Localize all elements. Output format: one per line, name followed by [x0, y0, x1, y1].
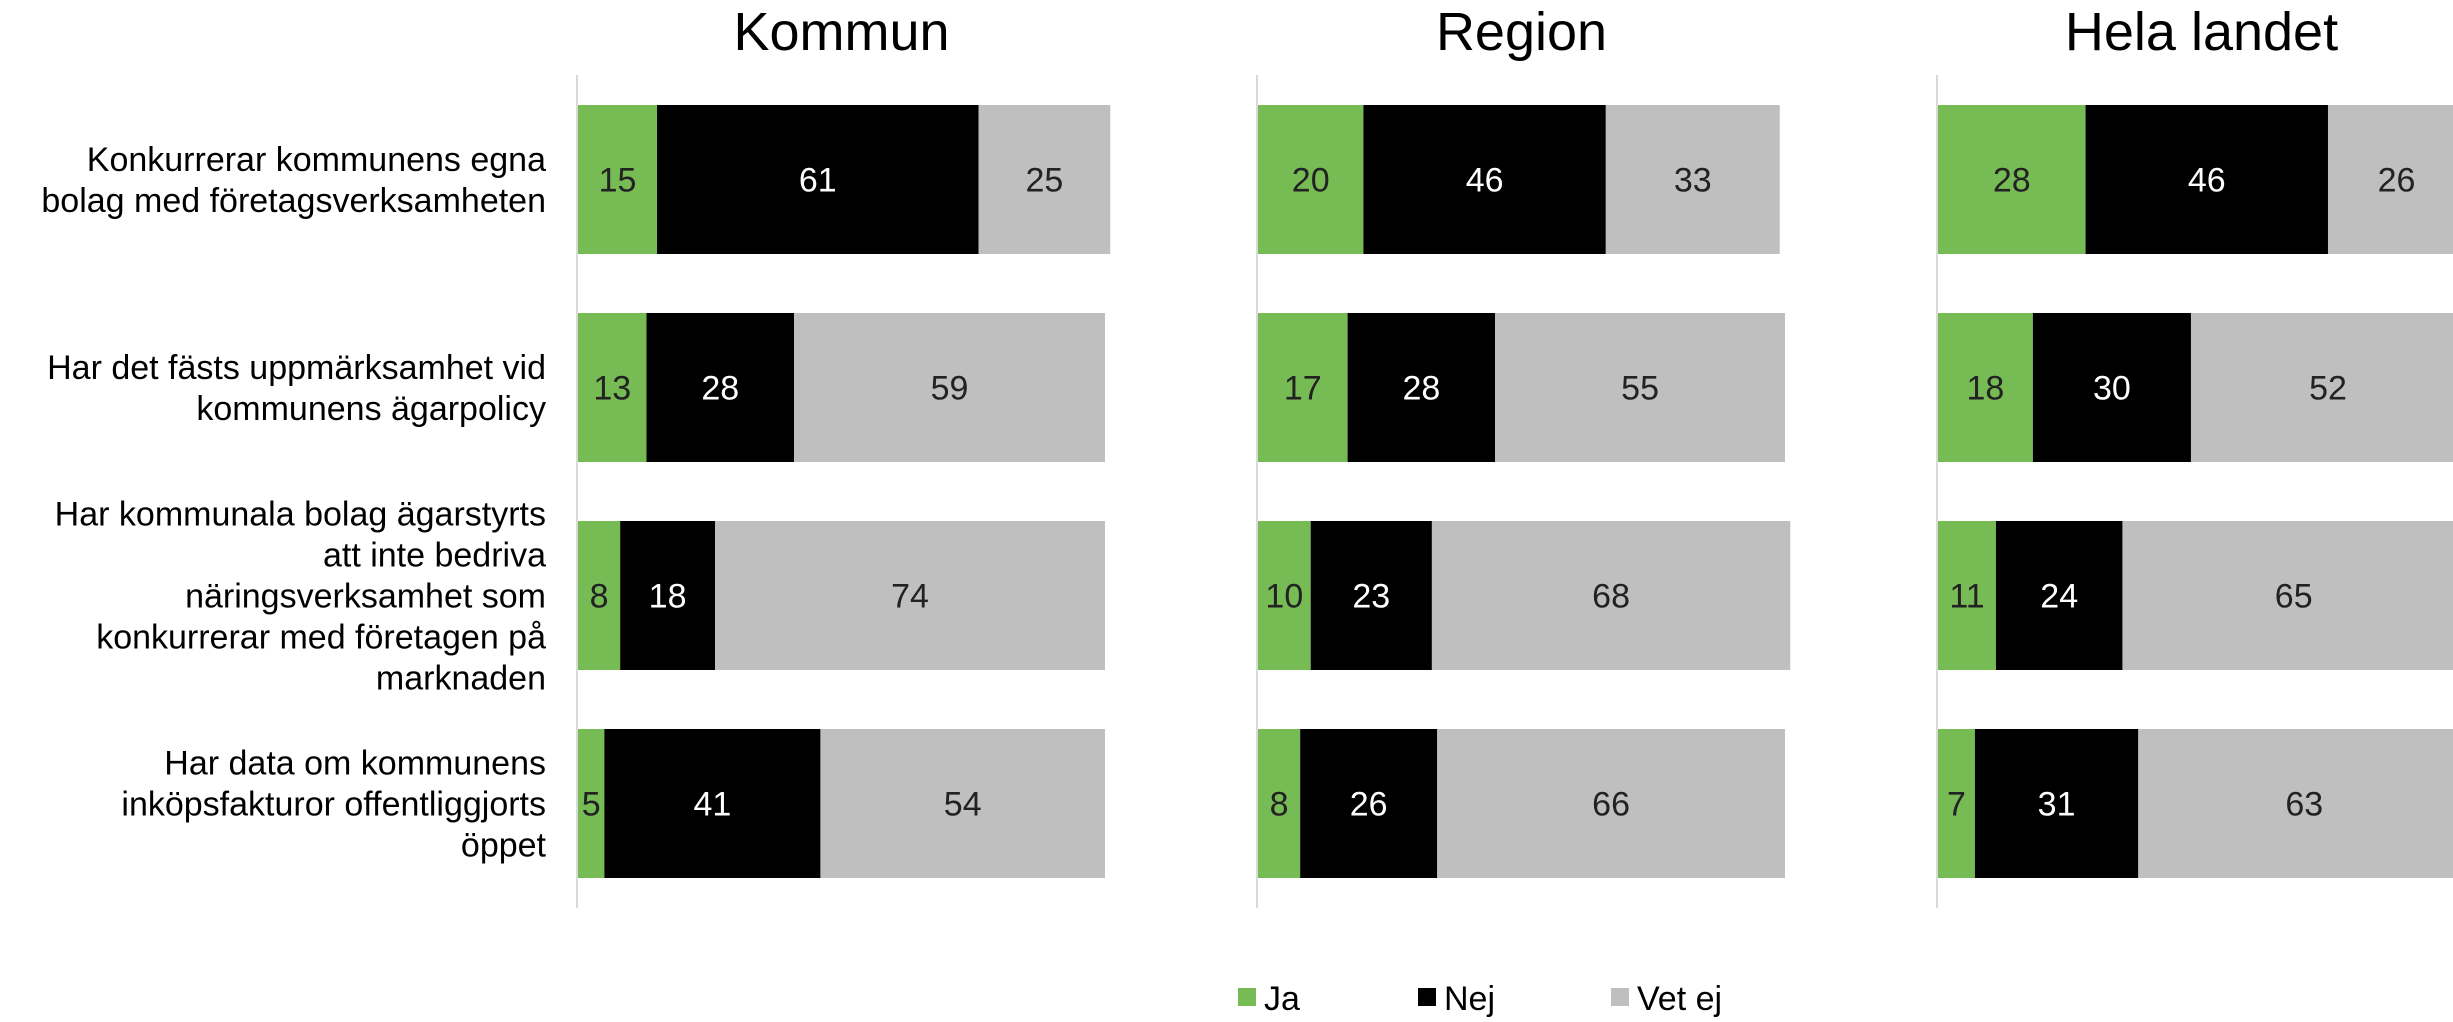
data-label: 20	[1292, 162, 1330, 200]
bar-segment	[1347, 313, 1496, 462]
bar-segment	[1363, 105, 1606, 254]
data-label: 8	[1270, 786, 1289, 824]
legend-label: Nej	[1444, 980, 1495, 1017]
data-label: 17	[1284, 370, 1322, 408]
bar-segment	[657, 105, 979, 254]
bar-segment	[1938, 313, 2033, 462]
panel-title: Kommun	[733, 2, 949, 62]
panel-title: Region	[1436, 2, 1607, 62]
data-label: 33	[1674, 162, 1712, 200]
data-label: 8	[590, 578, 609, 616]
panel-title: Hela landet	[2065, 2, 2338, 62]
bar-segment	[1431, 521, 1791, 670]
category-label: inköpsfakturor offentliggjorts	[121, 786, 546, 824]
data-label: 11	[1949, 578, 1984, 616]
data-label: 54	[944, 786, 982, 824]
data-label: 26	[2378, 162, 2416, 200]
data-label: 46	[1466, 162, 1504, 200]
bar-segment	[578, 105, 658, 254]
data-label: 28	[701, 370, 739, 408]
data-label: 18	[1967, 370, 2005, 408]
bar-segment	[1437, 729, 1785, 878]
category-label: marknaden	[376, 660, 546, 698]
bar-segment	[1938, 105, 2086, 254]
data-label: 63	[2285, 786, 2323, 824]
data-label: 55	[1621, 370, 1659, 408]
bar-segment	[1300, 729, 1438, 878]
category-label: konkurrerar med företagen på	[96, 619, 546, 657]
bar-segment	[578, 729, 605, 878]
bar-segment	[578, 313, 647, 462]
bar-segment	[978, 105, 1111, 254]
bar-segment	[2032, 313, 2191, 462]
bar-segment	[1605, 105, 1780, 254]
data-label: 10	[1265, 578, 1303, 616]
bar-segment	[1938, 729, 1975, 878]
data-label: 28	[1993, 162, 2031, 200]
bar-segment	[1995, 521, 2123, 670]
category-label: näringsverksamhet som	[185, 578, 546, 616]
data-label: 15	[599, 162, 637, 200]
category-label: Konkurrerar kommunens egna	[87, 141, 546, 179]
bar-segment	[820, 729, 1105, 878]
data-label: 7	[1947, 786, 1966, 824]
bar-segment	[1938, 521, 1996, 670]
bar-segment	[715, 521, 1105, 670]
data-label: 30	[2093, 370, 2131, 408]
bar-segment	[2085, 105, 2328, 254]
bar-segment	[2190, 313, 2453, 462]
bar-segment	[1258, 105, 1364, 254]
bar-segment	[1258, 521, 1311, 670]
data-label: 59	[931, 370, 969, 408]
category-label: kommunens ägarpolicy	[196, 390, 546, 428]
bar-segment	[2327, 105, 2453, 254]
category-label: bolag med företagsverksamheten	[41, 182, 546, 220]
bar-segment	[794, 313, 1105, 462]
bar-segment	[1495, 313, 1785, 462]
legend-swatch	[1418, 988, 1436, 1006]
data-label: 65	[2275, 578, 2313, 616]
data-label: 5	[582, 786, 601, 824]
bar-segment	[2122, 521, 2453, 670]
data-label: 31	[2038, 786, 2076, 824]
bar-segment	[578, 521, 621, 670]
data-label: 74	[891, 578, 929, 616]
bar-segment	[646, 313, 795, 462]
legend-label: Vet ej	[1637, 980, 1722, 1017]
category-label: Har kommunala bolag ägarstyrts	[55, 496, 546, 534]
data-label: 24	[2040, 578, 2078, 616]
legend-label: Ja	[1264, 980, 1300, 1017]
data-label: 61	[799, 162, 837, 200]
data-label: 25	[1025, 162, 1063, 200]
data-label: 66	[1592, 786, 1630, 824]
data-label: 46	[2188, 162, 2226, 200]
category-label: öppet	[461, 827, 547, 865]
category-label: Har data om kommunens	[164, 745, 546, 783]
legend-swatch	[1611, 988, 1629, 1006]
data-label: 28	[1402, 370, 1440, 408]
data-label: 13	[593, 370, 631, 408]
legend-swatch	[1238, 988, 1256, 1006]
data-label: 26	[1350, 786, 1388, 824]
data-label: 52	[2309, 370, 2347, 408]
bar-segment	[1258, 313, 1348, 462]
bar-segment	[1974, 729, 2139, 878]
bar-segment	[1258, 729, 1301, 878]
data-label: 23	[1352, 578, 1390, 616]
data-label: 68	[1592, 578, 1630, 616]
data-label: 18	[649, 578, 687, 616]
bar-segment	[620, 521, 716, 670]
bar-segment	[1310, 521, 1432, 670]
category-label: Har det fästs uppmärksamhet vid	[47, 349, 546, 387]
category-label: att inte bedriva	[323, 537, 546, 575]
bar-segment	[2138, 729, 2453, 878]
data-label: 41	[693, 786, 731, 824]
bar-segment	[604, 729, 821, 878]
